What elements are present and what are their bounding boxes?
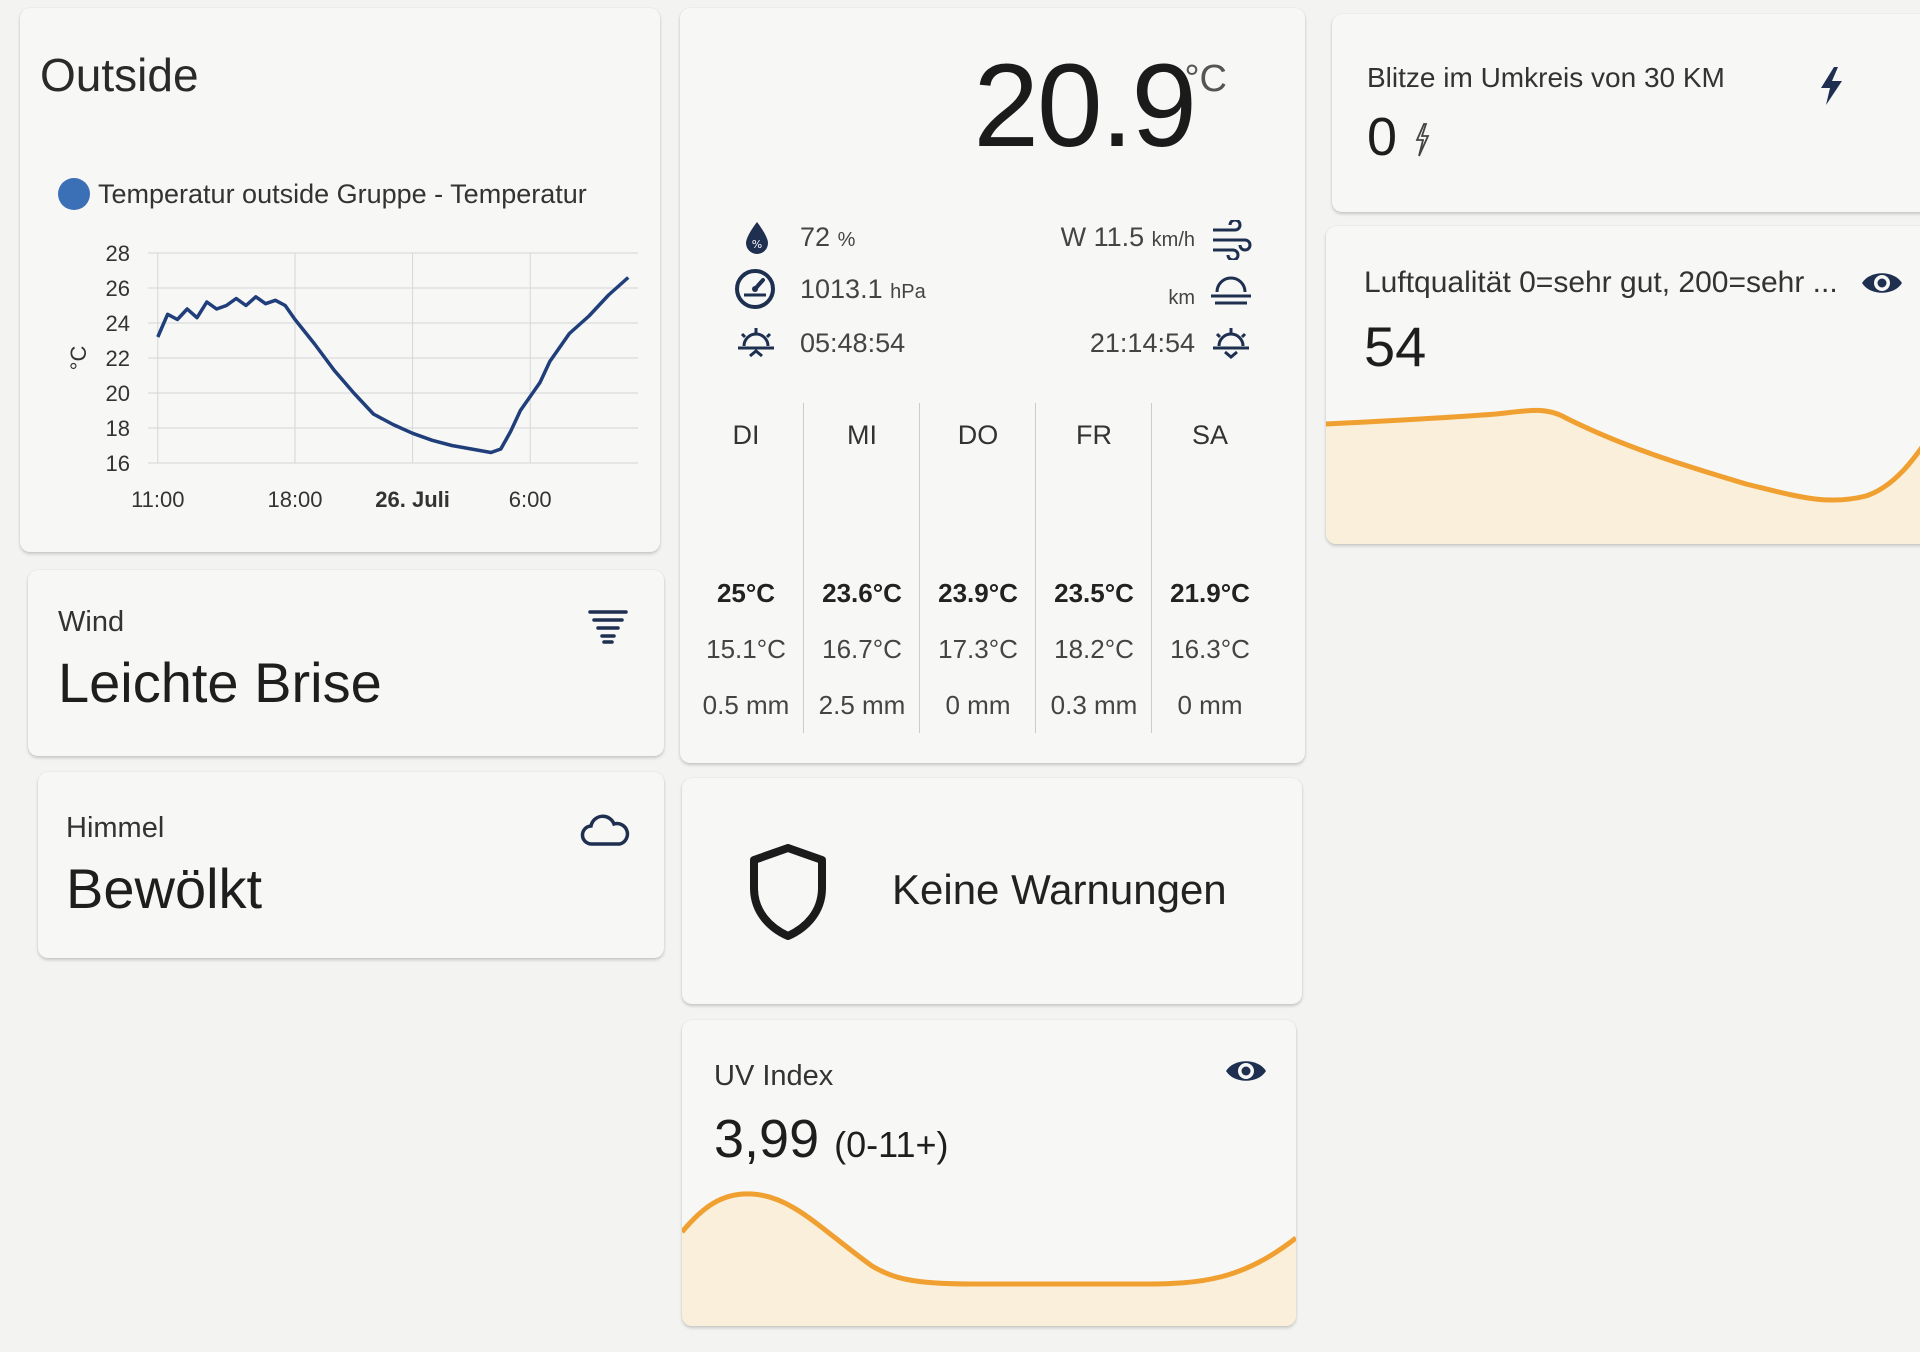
forecast-day: FR (1076, 420, 1112, 450)
forecast-high: 23.6°C (822, 578, 902, 608)
y-tick-label: 18 (106, 416, 130, 441)
sunrise-time: 05:48:54 (800, 328, 906, 358)
flash-icon (1818, 66, 1844, 106)
y-tick-label: 16 (106, 451, 130, 476)
forecast-divider (1151, 403, 1152, 733)
humidity-unit: % (837, 229, 856, 251)
gauge-icon (734, 268, 776, 310)
sky-label: Himmel (66, 812, 165, 844)
eye-icon (1224, 1056, 1268, 1086)
wind-card[interactable]: Wind Leichte Brise (28, 570, 664, 756)
svg-text:%: % (752, 238, 762, 251)
forecast-rain: 0.5 mm (702, 690, 790, 720)
forecast-high: 21.9°C (1170, 578, 1250, 608)
chart-legend[interactable]: Temperatur outside Gruppe - Temperatur (58, 178, 587, 210)
uv-number: 3,99 (714, 1109, 820, 1169)
wind-label: Wind (58, 606, 125, 638)
temperature-unit: °C (1184, 58, 1227, 100)
forecast-high: 23.9°C (938, 578, 1018, 608)
pressure-unit: hPa (890, 281, 926, 303)
y-tick-label: 28 (106, 241, 130, 266)
x-tick-label: 11:00 (131, 487, 184, 512)
forecast-low: 18.2°C (1054, 634, 1134, 664)
uv-card[interactable]: UV Index 3,99 (0-11+) (682, 1020, 1296, 1326)
forecast-low: 16.7°C (822, 634, 902, 664)
cloud-icon (580, 814, 630, 848)
y-tick-label: 22 (106, 346, 130, 371)
forecast-rain: 0 mm (1177, 690, 1243, 720)
visibility-value: km (1168, 280, 1195, 311)
lightning-unit-icon (1415, 123, 1430, 157)
sunset-time: 21:14:54 (1089, 328, 1195, 358)
sky-card[interactable]: Himmel Bewölkt (38, 772, 664, 958)
forecast-rain: 2.5 mm (818, 690, 906, 720)
temperature-chart[interactable]: 16 18 20 22 24 26 28 11:00 18:00 26. Juli 6:00 °C (38, 233, 648, 533)
air-quality-sparkline (1326, 407, 1920, 544)
uv-label: UV Index (714, 1060, 834, 1092)
y-tick-label: 24 (106, 311, 130, 336)
pressure-number: 1013.1 (800, 274, 883, 304)
current-temperature: 20.9 (973, 40, 1197, 172)
forecast-day: DO (957, 420, 999, 450)
sunset-icon (1211, 324, 1251, 364)
air-quality-label: Luftqualität 0=sehr gut, 200=sehr ... (1364, 266, 1838, 299)
lightning-value: 0 (1367, 106, 1432, 168)
weather-card[interactable]: 20.9 °C % 72 % 1013.1 hPa 05:48:54 W 11.… (680, 8, 1305, 763)
lightning-label: Blitze im Umkreis von 30 KM (1367, 62, 1725, 93)
visibility-unit: km (1168, 287, 1195, 309)
x-tick-label: 26. Juli (375, 487, 450, 512)
uv-sparkline (682, 1191, 1296, 1326)
forecast-low: 15.1°C (706, 634, 786, 664)
outside-card[interactable]: Outside Temperatur outside Gruppe - Temp… (20, 8, 660, 552)
x-tick-label: 6:00 (509, 487, 552, 512)
forecast-low: 17.3°C (938, 634, 1018, 664)
shield-icon (748, 844, 828, 940)
humidity-value: 72 % (800, 222, 855, 253)
sunrise-icon (736, 324, 776, 364)
forecast-divider (1035, 403, 1036, 733)
forecast-high: 25°C (716, 578, 776, 608)
wind-unit: km/h (1151, 229, 1195, 251)
forecast-day: SA (1191, 420, 1229, 450)
forecast-divider (919, 403, 920, 733)
forecast-day: DI (732, 420, 760, 450)
forecast-rain: 0.3 mm (1050, 690, 1138, 720)
pressure-value: 1013.1 hPa (800, 274, 926, 305)
wind-number: W 11.5 (1060, 222, 1145, 252)
water-percent-icon: % (742, 220, 772, 256)
forecast-high: 23.5°C (1054, 578, 1134, 608)
warnings-card[interactable]: Keine Warnungen (682, 778, 1302, 1004)
outside-title: Outside (40, 49, 199, 101)
sky-description: Bewölkt (66, 857, 263, 920)
lightning-card[interactable]: Blitze im Umkreis von 30 KM 0 (1332, 14, 1920, 212)
forecast-divider (803, 403, 804, 733)
lightning-count: 0 (1367, 107, 1398, 167)
x-tick-label: 18:00 (267, 487, 322, 512)
temperature-series-line (156, 276, 630, 455)
wind-value: W 11.5 km/h (1061, 222, 1195, 253)
forecast-day: MI (847, 420, 877, 450)
air-quality-card[interactable]: Luftqualität 0=sehr gut, 200=sehr ... 54 (1326, 226, 1920, 544)
y-tick-label: 26 (106, 276, 130, 301)
humidity-number: 72 (800, 222, 831, 252)
warnings-text: Keine Warnungen (892, 866, 1227, 913)
legend-dot (58, 178, 90, 210)
fog-icon (1209, 272, 1253, 312)
uv-range: (0-11+) (834, 1124, 949, 1165)
weather-windy-icon (588, 606, 628, 646)
uv-value: 3,99 (0-11+) (714, 1108, 949, 1170)
forecast-low: 16.3°C (1170, 634, 1250, 664)
eye-icon (1860, 268, 1904, 298)
wind-description: Leichte Brise (58, 651, 382, 714)
wind-icon (1209, 220, 1253, 260)
y-tick-label: 20 (106, 381, 130, 406)
y-axis-label: °C (66, 346, 91, 371)
legend-label: Temperatur outside Gruppe - Temperatur (98, 178, 587, 209)
forecast-rain: 0 mm (945, 690, 1011, 720)
air-quality-value: 54 (1364, 315, 1427, 378)
